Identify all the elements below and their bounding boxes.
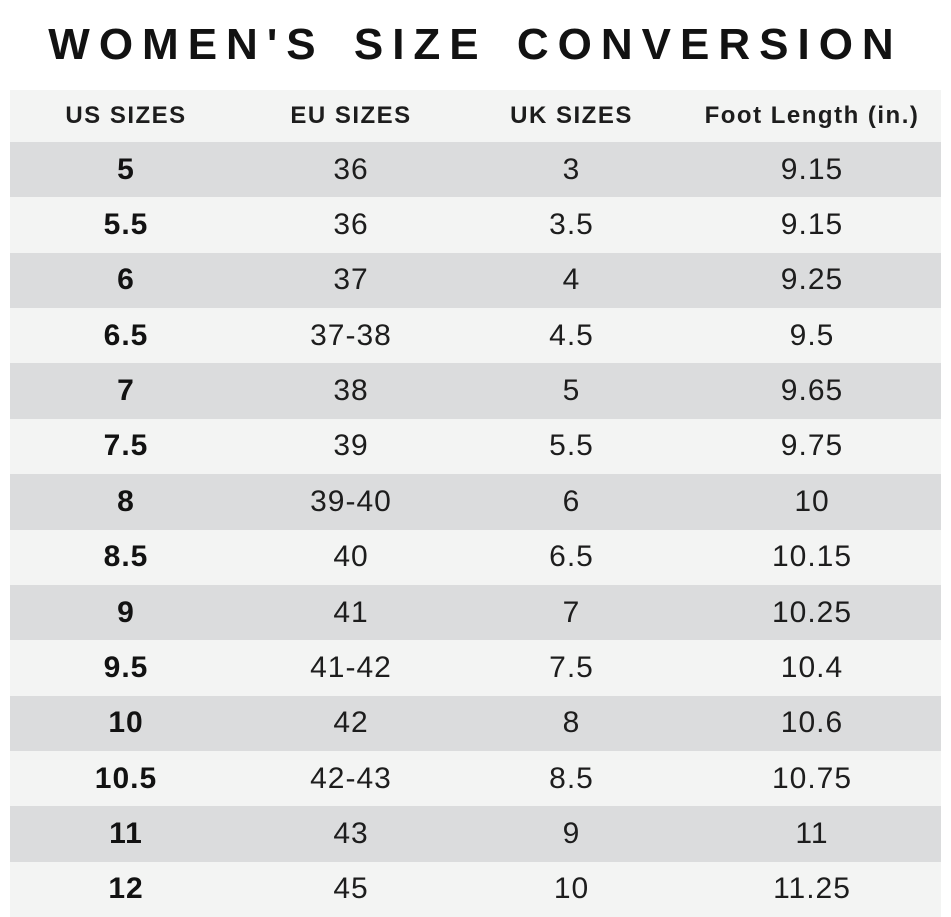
table-cell: 8	[460, 695, 683, 751]
table-row: 5.5 36 3.5 9.15	[10, 197, 941, 253]
table-cell: 7.5	[10, 418, 242, 475]
table-cell: 9.25	[683, 252, 941, 309]
column-header-0: US SIZES	[10, 90, 242, 142]
table-cell: 40	[242, 529, 460, 585]
table-cell: 8	[10, 474, 242, 530]
table-row: 8 39-40 6 10	[10, 474, 941, 530]
table-row: 10.5 42-43 8.5 10.75	[10, 750, 941, 807]
table-row: 10 42 8 10.6	[10, 695, 941, 751]
table-cell: 5.5	[460, 418, 683, 475]
table-cell: 11	[10, 806, 242, 862]
table-cell: 9.5	[10, 640, 242, 696]
table-cell: 5.5	[10, 197, 242, 253]
table-cell: 10.15	[683, 529, 941, 585]
table-cell: 10.5	[10, 750, 242, 807]
table-row: 5 36 3 9.15	[10, 142, 941, 198]
table-cell: 7	[10, 363, 242, 419]
table-cell: 39-40	[242, 474, 460, 530]
table-cell: 10	[460, 861, 683, 917]
table-cell: 8.5	[460, 750, 683, 807]
table-cell: 37-38	[242, 308, 460, 364]
table-cell: 7.5	[460, 640, 683, 696]
title-bar: WOMEN'S SIZE CONVERSION	[0, 0, 951, 90]
table-row: 7.5 39 5.5 9.75	[10, 418, 941, 475]
table-cell: 43	[242, 806, 460, 862]
table-cell: 9.15	[683, 197, 941, 253]
table-cell: 42-43	[242, 750, 460, 807]
table-cell: 10.75	[683, 750, 941, 807]
table-cell: 45	[242, 861, 460, 917]
table-cell: 10.25	[683, 584, 941, 641]
size-conversion-table: US SIZES EU SIZES UK SIZES Foot Length (in.…	[10, 90, 941, 917]
table-cell: 10.6	[683, 695, 941, 751]
table-cell: 6.5	[460, 529, 683, 585]
table-row: 9 41 7 10.25	[10, 584, 941, 641]
table-row: 7 38 5 9.65	[10, 363, 941, 419]
table-cell: 41	[242, 584, 460, 641]
table-cell: 6	[10, 252, 242, 309]
table-cell: 10	[10, 695, 242, 751]
table-cell: 11	[683, 806, 941, 862]
table-row: 9.5 41-42 7.5 10.4	[10, 640, 941, 696]
table-cell: 9	[10, 584, 242, 641]
page-title: WOMEN'S SIZE CONVERSION	[48, 20, 903, 69]
table-cell: 4	[460, 252, 683, 309]
table-cell: 42	[242, 695, 460, 751]
table-row: 8.5 40 6.5 10.15	[10, 529, 941, 585]
table-cell: 4.5	[460, 308, 683, 364]
table-cell: 39	[242, 418, 460, 475]
column-header-1: EU SIZES	[242, 90, 460, 142]
table-cell: 8.5	[10, 529, 242, 585]
table-cell: 38	[242, 363, 460, 419]
table-cell: 41-42	[242, 640, 460, 696]
table-cell: 10	[683, 474, 941, 530]
table-cell: 9.15	[683, 142, 941, 198]
table-cell: 37	[242, 252, 460, 309]
table-row: 6 37 4 9.25	[10, 252, 941, 309]
column-header-3: Foot Length (in.)	[683, 90, 941, 142]
table-cell: 12	[10, 861, 242, 917]
table-cell: 36	[242, 142, 460, 198]
table-row: 12 45 10 11.25	[10, 861, 941, 917]
table-cell: 9.5	[683, 308, 941, 364]
table-cell: 5	[460, 363, 683, 419]
table-cell: 3.5	[460, 197, 683, 253]
table-cell: 5	[10, 142, 242, 198]
table-cell: 36	[242, 197, 460, 253]
table-cell: 6.5	[10, 308, 242, 364]
column-header-2: UK SIZES	[460, 90, 683, 142]
table-row: 6.5 37-38 4.5 9.5	[10, 308, 941, 364]
table-row: 11 43 9 11	[10, 806, 941, 862]
table-cell: 11.25	[683, 861, 941, 917]
table-cell: 10.4	[683, 640, 941, 696]
table-cell: 9.65	[683, 363, 941, 419]
table-header-row: US SIZES EU SIZES UK SIZES Foot Length (in.…	[10, 90, 941, 142]
table-cell: 9	[460, 806, 683, 862]
table-cell: 6	[460, 474, 683, 530]
table-body: 5 36 3 9.15 5.5 36 3.5 9.15 6 37 4 9.25 6.5 37-38 4.5 9…	[10, 142, 941, 917]
table-cell: 7	[460, 584, 683, 641]
table-cell: 9.75	[683, 418, 941, 475]
table-cell: 3	[460, 142, 683, 198]
